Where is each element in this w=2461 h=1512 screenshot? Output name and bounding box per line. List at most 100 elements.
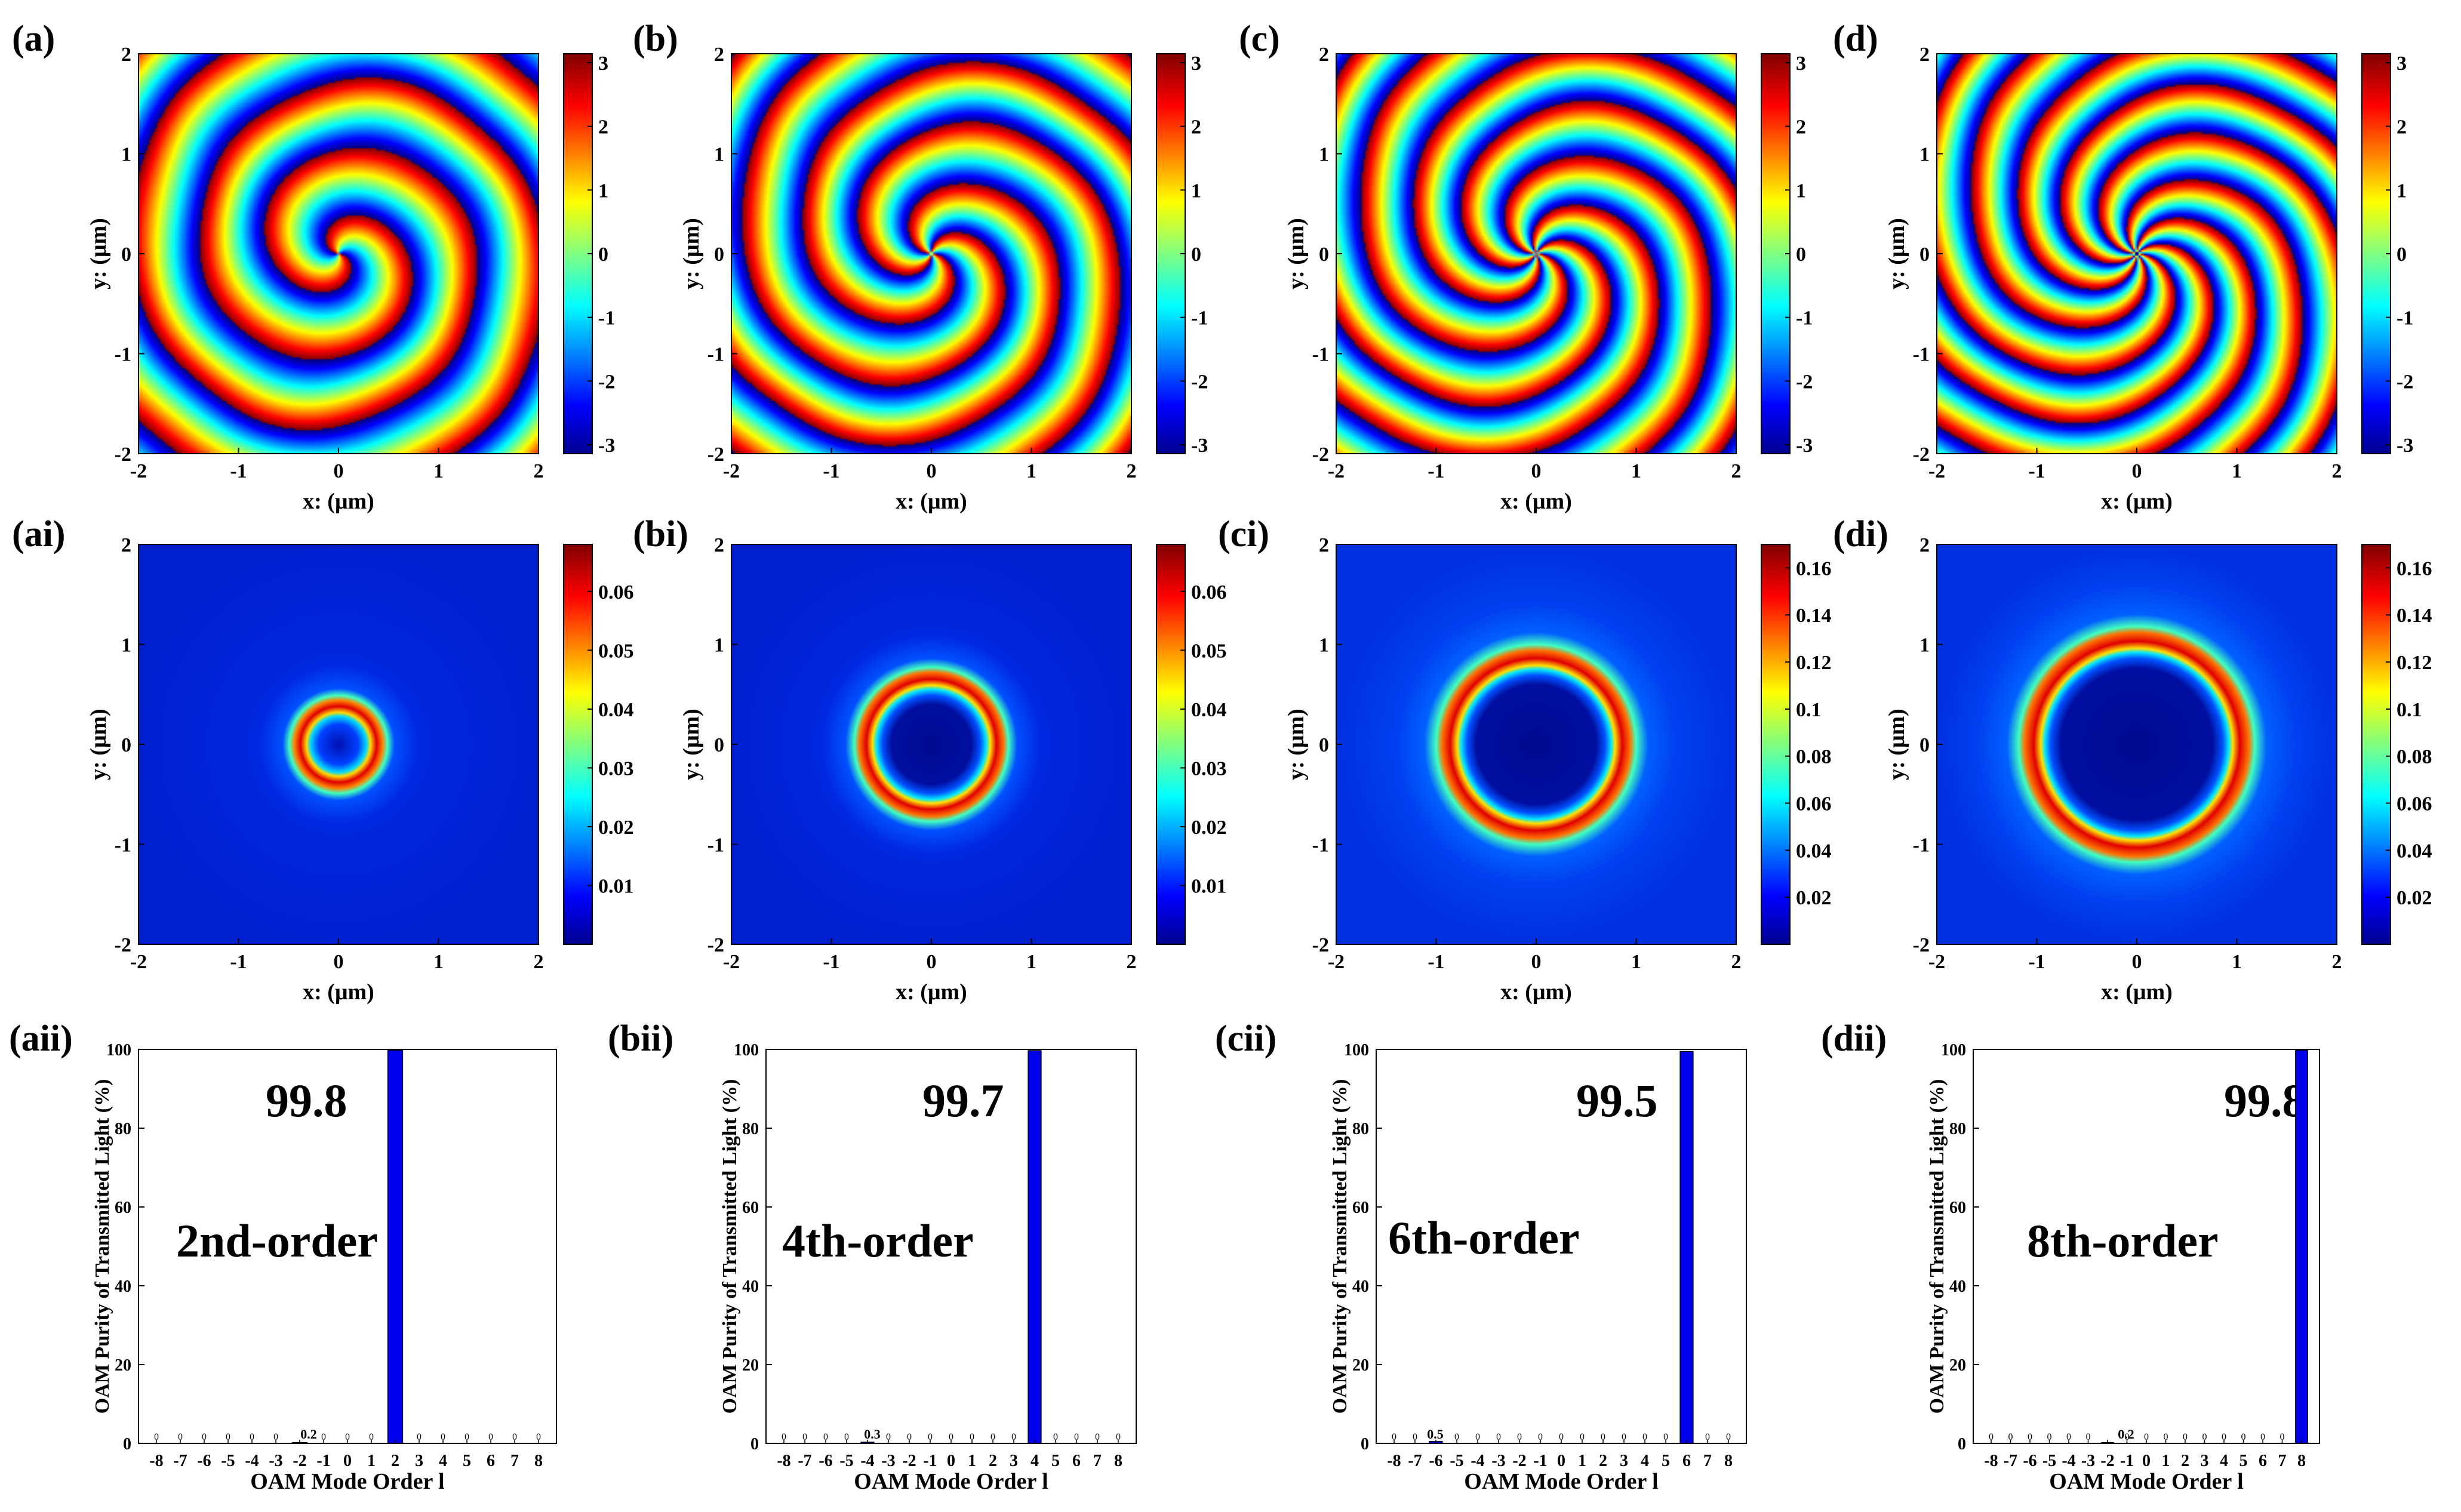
x-tick-label: -2 — [1928, 460, 1945, 482]
colorbar-tick-label: 0.14 — [1796, 605, 1832, 627]
y-tick-label: 1 — [1319, 144, 1329, 166]
colorbar-tick-label: 2 — [1191, 116, 1201, 138]
colorbar-tick-label: 0.08 — [1796, 746, 1832, 768]
colorbar-tick-label: 2 — [1796, 116, 1806, 138]
y-tick-label: 2 — [1919, 44, 1930, 66]
zero-value-label: 0 — [1726, 1432, 1731, 1442]
y-tick-label: -2 — [1913, 444, 1930, 466]
x-tick-label: -8 — [1387, 1452, 1401, 1470]
y-tick-label: 40 — [1949, 1277, 1966, 1296]
phase-map-image — [731, 54, 1131, 454]
intensity-panel-bi: (bi) — [633, 514, 1132, 945]
colorbar-tick-label: 1 — [1191, 180, 1201, 202]
x-tick-label: 4 — [1030, 1452, 1039, 1470]
zero-value-label: 0 — [2183, 1432, 2188, 1442]
y-axis-label: y: (μm) — [679, 218, 704, 290]
y-tick-label: 40 — [1352, 1277, 1369, 1296]
purity-panel-dii: (dii) 99.8 8th-order 0.2 — [1821, 1018, 2320, 1444]
x-axis-label: x: (μm) — [1500, 980, 1572, 1005]
phase-panel-d: (d) — [1833, 19, 2337, 454]
order-annotation: 2nd-order — [176, 1215, 378, 1267]
y-tick-label: 1 — [714, 144, 724, 166]
y-tick-label: 0 — [1319, 244, 1329, 266]
colorbar-tick-label: 0.1 — [2397, 699, 2422, 721]
zero-value-label: 0 — [1663, 1432, 1668, 1442]
y-tick-label: 0 — [1919, 244, 1930, 266]
x-tick-label: 7 — [1093, 1452, 1102, 1470]
order-annotation: 8th-order — [2027, 1215, 2219, 1267]
y-axis-label: OAM Purity of Transmitted Light (%) — [1329, 1079, 1351, 1414]
zero-value-label: 0 — [907, 1432, 912, 1442]
phase-map-image — [1937, 54, 2337, 454]
colorbar-tick-label: 0.02 — [1796, 887, 1832, 909]
phase-panel-c: (c) — [1239, 19, 1737, 454]
panel-label: (cii) — [1215, 1018, 1276, 1059]
colorbar — [563, 544, 593, 945]
colorbar — [1761, 544, 1791, 945]
colorbar-tick-label: -1 — [2397, 307, 2413, 330]
x-tick-label: -6 — [819, 1452, 832, 1470]
y-tick-label: 2 — [1319, 44, 1329, 66]
y-tick-label: -2 — [1312, 444, 1329, 466]
colorbar-tick-label: 0 — [1796, 244, 1806, 266]
zero-value-label: 0 — [1074, 1432, 1079, 1442]
minor-value-label: 0.5 — [1427, 1427, 1444, 1442]
y-axis-label: OAM Purity of Transmitted Light (%) — [719, 1079, 741, 1414]
panel-label: (aii) — [9, 1018, 73, 1059]
colorbar-tick-label: 0.04 — [598, 699, 634, 721]
x-axis-label: x: (μm) — [896, 980, 967, 1005]
purity-bar — [387, 1049, 404, 1444]
y-tick-label: 40 — [115, 1277, 131, 1296]
purity-panel-bii: (bii) 99.7 4th-order 0.3 — [608, 1018, 1137, 1444]
zero-value-label: 0 — [928, 1432, 933, 1442]
phase-panel-b: (b) — [633, 19, 1132, 454]
x-tick-label: -2 — [1928, 951, 1945, 973]
colorbar-tick-label: 0.01 — [1191, 875, 1227, 897]
y-tick-label: 80 — [1352, 1120, 1369, 1138]
purity-bar — [1679, 1051, 1694, 1444]
x-tick-label: 2 — [1731, 951, 1742, 973]
zero-value-label: 0 — [250, 1432, 254, 1442]
zero-value-label: 0 — [1095, 1432, 1100, 1442]
phase-map-image — [139, 54, 539, 454]
colorbar-tick-label: 0.16 — [2397, 558, 2432, 580]
x-tick-label: 2 — [2181, 1452, 2189, 1470]
zero-value-label: 0 — [512, 1432, 517, 1442]
x-tick-label: -4 — [860, 1452, 874, 1470]
x-axis-label: x: (μm) — [2101, 489, 2173, 514]
x-tick-label: -4 — [2062, 1452, 2075, 1470]
zero-value-label: 0 — [1496, 1432, 1501, 1442]
colorbar-tick-label: 1 — [598, 180, 608, 202]
y-tick-label: 0 — [123, 1435, 131, 1454]
colorbar-tick-label: 0.12 — [1796, 652, 1832, 674]
peak-value-label: 99.5 — [1576, 1074, 1658, 1126]
x-tick-label: -4 — [245, 1452, 259, 1470]
colorbar-tick-label: 0 — [2397, 244, 2407, 266]
zero-value-label: 0 — [1538, 1432, 1543, 1442]
x-tick-label: 3 — [1620, 1452, 1628, 1470]
x-tick-label: 0 — [2142, 1452, 2151, 1470]
y-tick-label: -1 — [1913, 344, 1930, 366]
x-tick-label: 1 — [1631, 951, 1641, 973]
colorbar-tick-label: -1 — [598, 307, 615, 330]
colorbar-tick-label: 0.05 — [598, 640, 634, 662]
x-tick-label: -3 — [881, 1452, 895, 1470]
intensity-panel-ci: (ci) — [1218, 514, 1737, 945]
x-tick-label: -1 — [230, 951, 247, 973]
y-axis-label: y: (μm) — [86, 218, 111, 290]
panel-label: (di) — [1833, 514, 1888, 555]
zero-value-label: 0 — [536, 1432, 541, 1442]
y-axis-label: y: (μm) — [1284, 218, 1309, 290]
y-tick-label: 1 — [714, 635, 724, 657]
x-tick-label: -7 — [2004, 1452, 2017, 1470]
zero-value-label: 0 — [2260, 1432, 2265, 1442]
intensity-map — [1336, 544, 1736, 944]
x-tick-label: 3 — [2201, 1452, 2209, 1470]
y-tick-label: 0 — [714, 734, 724, 756]
y-tick-label: -1 — [115, 834, 131, 857]
x-axis-label: OAM Mode Order l — [2049, 1469, 2243, 1494]
y-axis-label: y: (μm) — [1884, 218, 1909, 290]
x-tick-label: 2 — [1127, 951, 1137, 973]
